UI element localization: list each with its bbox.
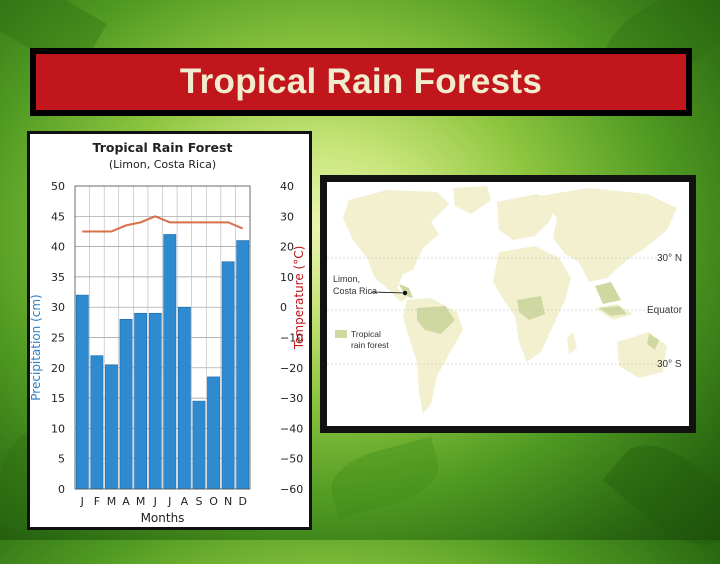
world-map: 30° N Equator 30° S Limon, Costa Rica Tr…	[327, 186, 683, 414]
y2-tick-label: 20	[280, 241, 294, 254]
x-tick-label: O	[209, 495, 218, 508]
y2-tick-label: −10	[280, 332, 303, 345]
continent-asia	[539, 188, 677, 282]
x-tick-label: A	[122, 495, 130, 508]
title-banner: Tropical Rain Forests	[36, 54, 686, 110]
rainforest-southeast-asia	[595, 282, 621, 304]
y-tick-label: 45	[51, 210, 65, 223]
background-leaf	[602, 426, 720, 564]
plot-frame	[74, 185, 251, 490]
continent-europe	[497, 194, 557, 240]
latitude-lines	[327, 257, 657, 365]
rainforest-indonesia	[599, 306, 627, 316]
x-tick-label: F	[94, 495, 100, 508]
chart-subtitle: (Limon, Costa Rica)	[109, 158, 216, 171]
precipitation-bar	[192, 400, 206, 490]
rainforest-congo	[517, 296, 545, 320]
x-tick-label: J	[167, 495, 171, 508]
y2-tick-label: 10	[280, 271, 294, 284]
y-tick-label: 50	[51, 180, 65, 193]
y2-tick-label: −20	[280, 362, 303, 375]
precipitation-bar	[207, 376, 220, 490]
precipitation-bar	[177, 306, 191, 490]
x-tick-label: J	[80, 495, 84, 508]
precipitation-bar	[105, 364, 118, 490]
chart-title: Tropical Rain Forest	[93, 140, 233, 155]
y2-tick-label: −60	[280, 483, 303, 496]
x-tick-label: A	[181, 495, 189, 508]
precipitation-bar	[163, 234, 177, 490]
precipitation-bar	[119, 319, 133, 490]
latitude-label-equator: Equator	[647, 305, 683, 316]
y2-tick-label: −30	[280, 392, 303, 405]
map-panel: 30° N Equator 30° S Limon, Costa Rica Tr…	[320, 175, 696, 433]
x-tick-label: S	[195, 495, 202, 508]
x-tick-label: J	[153, 495, 157, 508]
y-tick-label: 25	[51, 332, 65, 345]
y2-tick-label: −40	[280, 422, 303, 435]
y2-tick-label: 30	[280, 210, 294, 223]
y-tick-label: 0	[58, 483, 65, 496]
map-legend: Tropical rain forest	[335, 329, 389, 350]
limon-pointer-line	[370, 291, 406, 294]
y2-tick-label: −50	[280, 453, 303, 466]
map-frame: 30° N Equator 30° S Limon, Costa Rica Tr…	[327, 182, 689, 426]
y2-axis-label: Temperature (°C)	[292, 246, 306, 351]
climate-chart-panel: Tropical Rain Forest (Limon, Costa Rica) 0…	[27, 131, 312, 530]
y-tick-label: 30	[51, 301, 65, 314]
y2-tick-label: 0	[280, 301, 287, 314]
continent-north-america	[343, 190, 449, 302]
precipitation-bar	[221, 261, 235, 490]
legend-label-line2: rain forest	[351, 340, 389, 350]
slide-title: Tropical Rain Forests	[179, 62, 543, 101]
location-label-line1: Limon,	[333, 274, 360, 284]
rainforest-regions	[399, 282, 659, 350]
rainforest-amazon	[417, 306, 455, 334]
precipitation-bar	[75, 294, 89, 490]
x-tick-label: N	[224, 495, 232, 508]
y-tick-label: 35	[51, 271, 65, 284]
location-label-line2: Costa Rica	[333, 286, 377, 296]
latitude-label-30s: 30° S	[657, 359, 682, 370]
y2-tick-label: 40	[280, 180, 294, 193]
temperature-line	[82, 215, 244, 233]
continent-greenland	[453, 186, 491, 214]
y-tick-label: 10	[51, 422, 65, 435]
x-axis-label: Months	[141, 511, 185, 525]
precipitation-bar	[236, 240, 250, 490]
continent-australia	[617, 332, 667, 378]
y-axis-label: Precipitation (cm)	[30, 294, 43, 400]
y-tick-label: 20	[51, 362, 65, 375]
continents	[343, 186, 677, 414]
precipitation-bar	[148, 312, 162, 490]
latitude-label-30n: 30° N	[657, 253, 682, 264]
rainforest-central-america	[399, 284, 413, 298]
x-tick-label: M	[107, 495, 117, 508]
legend-label-line1: Tropical	[351, 329, 381, 339]
continent-madagascar	[567, 332, 577, 354]
x-tick-label: M	[136, 495, 146, 508]
y-tick-label: 40	[51, 241, 65, 254]
rainforest-queensland	[647, 334, 659, 350]
legend-swatch	[335, 330, 347, 338]
precipitation-bar	[134, 312, 148, 490]
precipitation-bar	[90, 355, 104, 490]
x-tick-label: D	[238, 495, 246, 508]
climate-chart: Tropical Rain Forest (Limon, Costa Rica) 0…	[30, 140, 306, 525]
title-bar: Tropical Rain Forests	[30, 48, 692, 116]
y-tick-label: 5	[58, 453, 65, 466]
y-tick-label: 15	[51, 392, 65, 405]
background-leaf	[324, 436, 446, 519]
